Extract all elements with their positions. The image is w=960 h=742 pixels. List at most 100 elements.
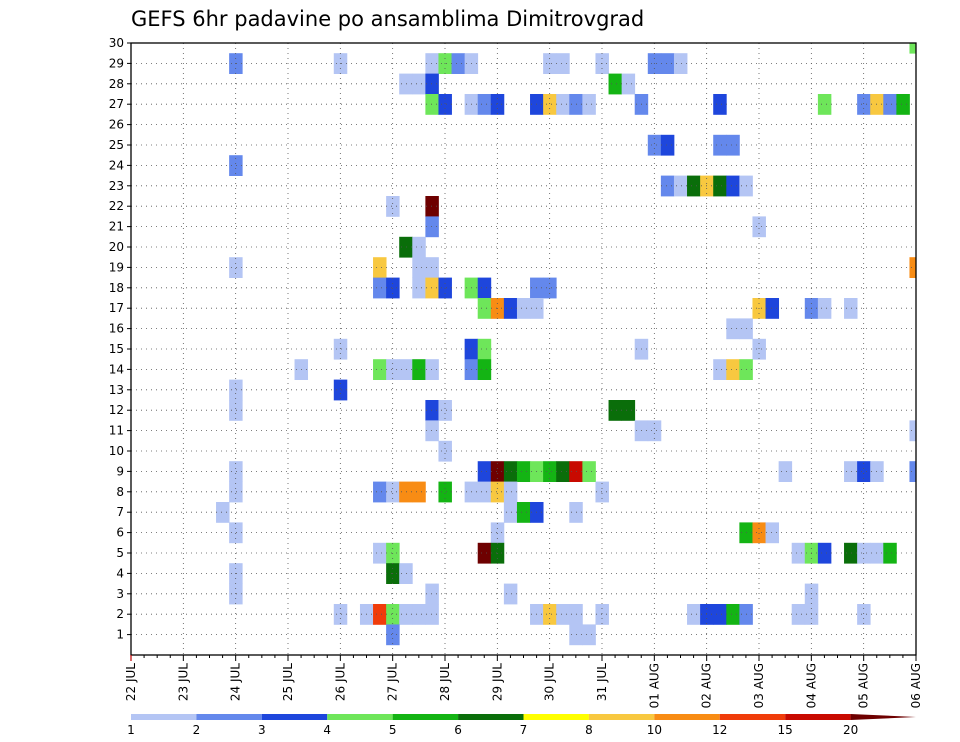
heatmap-cell [647, 420, 662, 442]
y-tick-label: 22 [109, 199, 124, 213]
heatmap-cell [791, 604, 806, 625]
y-tick-label: 26 [109, 118, 124, 132]
colorbar-segment [327, 714, 393, 720]
heatmap-cell [425, 94, 439, 115]
heatmap-cell [229, 522, 243, 544]
heatmap-cell [543, 461, 557, 482]
heatmap-cell [752, 338, 766, 360]
x-tick-label: 27 JUL [386, 663, 400, 701]
colorbar-segment [785, 714, 851, 720]
y-tick-label: 20 [109, 240, 124, 254]
heatmap-cell [490, 481, 505, 503]
heatmap-cell [909, 43, 917, 54]
heatmap-cell [425, 196, 439, 217]
heatmap-cell [477, 94, 492, 115]
heatmap-cell [516, 298, 531, 319]
colorbar-label: 7 [520, 723, 528, 737]
heatmap-cell [673, 175, 688, 197]
heatmap-cell [386, 196, 400, 217]
heatmap-cell [687, 175, 701, 197]
y-tick-label: 6 [116, 526, 124, 540]
heatmap-cell [229, 481, 243, 503]
y-tick-label: 13 [109, 383, 124, 397]
heatmap-cell [909, 257, 917, 278]
colorbar-segment [850, 714, 916, 720]
x-tick-label: 29 JUL [490, 663, 504, 701]
heatmap-cell [673, 53, 688, 74]
heatmap-cell [438, 481, 452, 503]
heatmap-cell [857, 461, 871, 482]
y-tick-label: 11 [109, 424, 124, 438]
heatmap-cell [333, 604, 348, 625]
heatmap-cell [765, 522, 780, 544]
heatmap-cell [726, 134, 740, 156]
heatmap-cell [425, 400, 439, 421]
heatmap-cell [229, 461, 243, 482]
heatmap-cell [713, 175, 727, 197]
heatmap-cell [595, 604, 609, 625]
heatmap-cell [752, 216, 766, 238]
heatmap-cell [503, 583, 518, 605]
colorbar-label: 12 [712, 723, 727, 737]
heatmap-cell [713, 134, 727, 156]
colorbar-label: 20 [843, 723, 858, 737]
heatmap-cell [556, 604, 570, 625]
y-tick-label: 30 [109, 36, 124, 50]
x-tick-label: 22 JUL [124, 663, 138, 701]
heatmap-cell [425, 583, 439, 605]
heatmap-cell [582, 624, 596, 646]
x-tick-label: 01 AUG [647, 663, 661, 708]
y-tick-label: 29 [109, 56, 124, 70]
heatmap-cell [713, 359, 727, 380]
colorbar-segment [654, 714, 720, 720]
x-tick-label: 24 JUL [229, 663, 243, 701]
heatmap-cell [909, 420, 917, 442]
heatmap-cell [477, 277, 492, 299]
heatmap-cell [373, 542, 387, 564]
heatmap-cell [399, 604, 413, 625]
heatmap-cell [595, 481, 609, 503]
y-tick-label: 17 [109, 301, 124, 315]
colorbar-segment [719, 714, 786, 720]
x-tick-label: 05 AUG [857, 663, 871, 708]
heatmap-cell [844, 542, 858, 564]
heatmap-cell [412, 236, 426, 258]
heatmap-cell [386, 481, 400, 503]
y-tick-label: 14 [109, 362, 124, 376]
heatmap-cell [412, 481, 426, 503]
heatmap-cell [425, 73, 439, 95]
heatmap-cell [333, 379, 348, 401]
heatmap-cell [412, 359, 426, 380]
colorbar-segment [458, 714, 524, 720]
heatmap-cell [451, 53, 466, 74]
heatmap-cell [229, 379, 243, 401]
heatmap-cell [726, 359, 740, 380]
heatmap-cell [660, 134, 675, 156]
heatmap-cell [425, 420, 439, 442]
colorbar-label: 6 [454, 723, 462, 737]
heatmap-cell [582, 461, 596, 482]
y-tick-label: 27 [109, 97, 124, 111]
heatmap-cell [412, 257, 426, 278]
heatmap-cell [543, 604, 557, 625]
heatmap-cell [857, 604, 871, 625]
x-tick-label: 03 AUG [752, 663, 766, 708]
chart-title: GEFS 6hr padavine po ansamblima Dimitrov… [131, 7, 644, 31]
heatmap-cell [556, 94, 570, 115]
heatmap-cell [412, 604, 426, 625]
heatmap-cell [726, 604, 740, 625]
heatmap-cell [477, 338, 492, 360]
heatmap-cell [412, 73, 426, 95]
heatmap-cell [726, 175, 740, 197]
heatmap-cell [333, 338, 348, 360]
heatmap-cell [687, 604, 701, 625]
heatmap-cell [660, 53, 675, 74]
heatmap-cell [425, 359, 439, 380]
colorbar-label: 2 [193, 723, 201, 737]
heatmap-cell [386, 359, 400, 380]
heatmap-cell [844, 461, 858, 482]
y-tick-label: 4 [116, 566, 124, 580]
y-tick-label: 18 [109, 281, 124, 295]
x-tick-label: 04 AUG [804, 663, 818, 708]
heatmap-cell [791, 542, 806, 564]
